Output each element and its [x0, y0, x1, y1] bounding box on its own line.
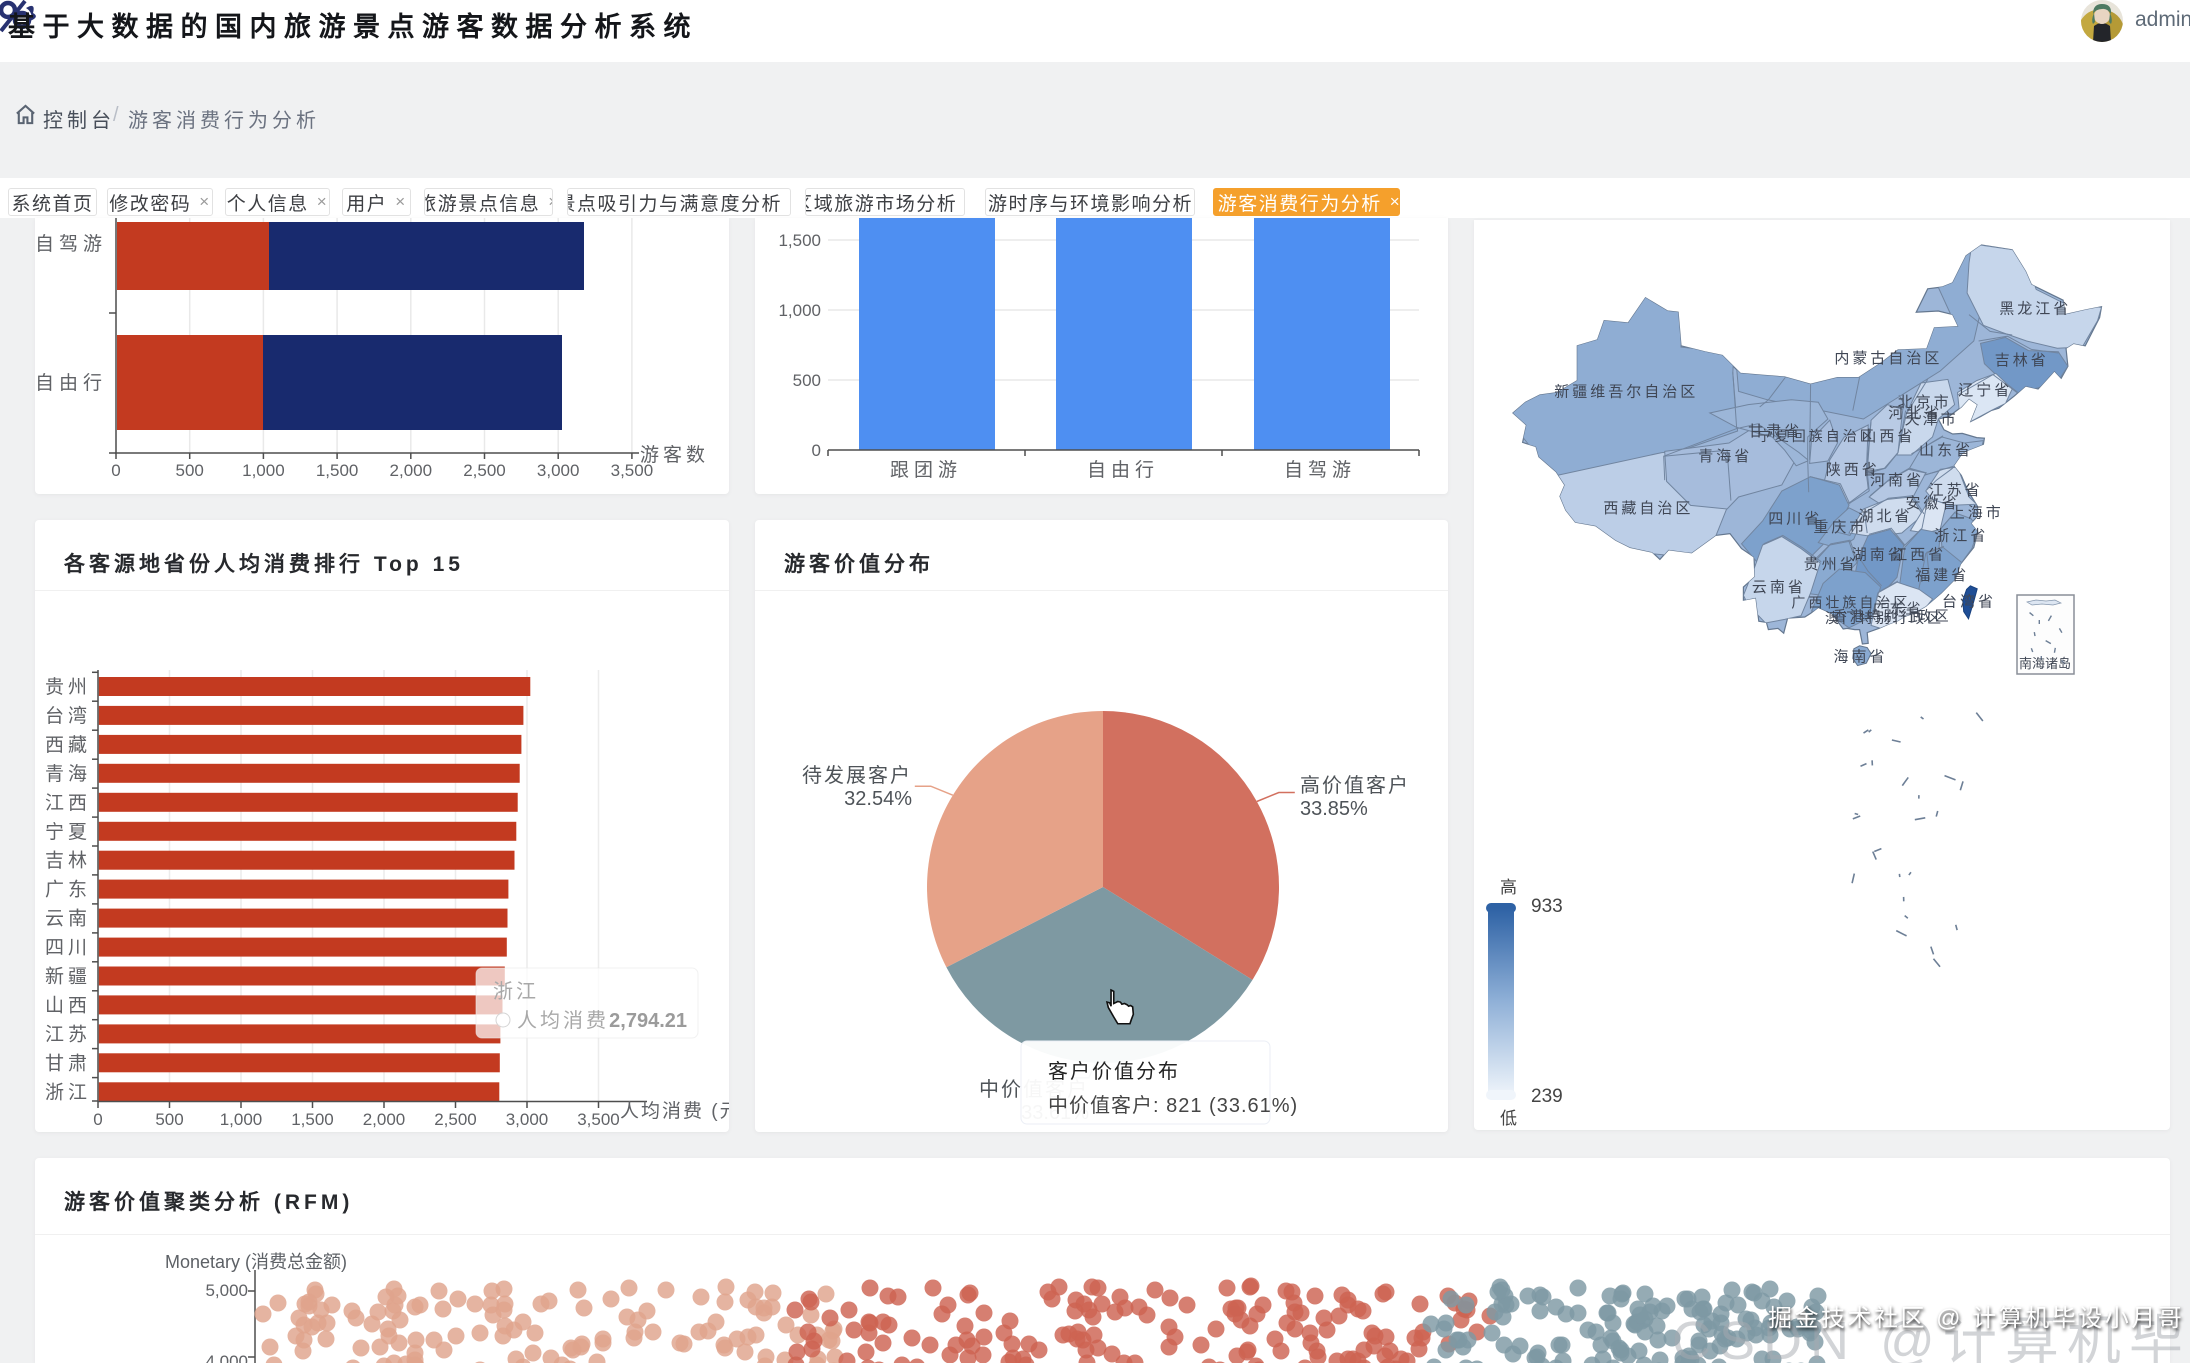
svg-text:高: 高	[1500, 878, 1517, 897]
svg-text:500: 500	[155, 1110, 183, 1129]
svg-text:澳门特别行政区: 澳门特别行政区	[1825, 610, 1944, 626]
svg-text:甘肃: 甘肃	[45, 1052, 91, 1074]
svg-text:宁夏回族自治区: 宁夏回族自治区	[1758, 428, 1877, 444]
svg-text:自驾游: 自驾游	[35, 233, 107, 255]
svg-text:2,500: 2,500	[434, 1110, 477, 1129]
svg-text:中价值客户: 821 (33.61%): 中价值客户: 821 (33.61%)	[1048, 1094, 1298, 1117]
svg-text:0: 0	[93, 1110, 102, 1129]
svg-text:新疆维吾尔自治区: 新疆维吾尔自治区	[1554, 383, 1698, 400]
svg-text:2,500: 2,500	[463, 461, 506, 480]
svg-text:宁夏: 宁夏	[45, 821, 91, 843]
svg-text:山东省: 山东省	[1919, 442, 1973, 459]
svg-text:山西省: 山西省	[1861, 428, 1915, 445]
svg-text:黑龙江省: 黑龙江省	[1999, 301, 2071, 318]
svg-text:四川省: 四川省	[1768, 511, 1822, 528]
svg-text:客户价值分布: 客户价值分布	[1048, 1060, 1180, 1083]
svg-text:浙江省: 浙江省	[1934, 527, 1988, 544]
svg-text:2,794.21: 2,794.21	[609, 1010, 687, 1032]
svg-text:1,500: 1,500	[291, 1110, 334, 1129]
svg-text:湖北省: 湖北省	[1858, 508, 1912, 525]
svg-text:江苏省: 江苏省	[1929, 482, 1983, 499]
svg-text:2,000: 2,000	[390, 461, 433, 480]
svg-text:吉林省: 吉林省	[1995, 352, 2049, 369]
svg-text:四川: 四川	[45, 938, 91, 959]
svg-text:1,500: 1,500	[316, 461, 359, 480]
svg-text:青海: 青海	[45, 763, 91, 785]
svg-text:西藏: 西藏	[45, 734, 91, 756]
svg-text:待发展客户: 待发展客户	[802, 764, 912, 787]
svg-text:高价值客户: 高价值客户	[1300, 774, 1410, 797]
svg-text:自由行: 自由行	[35, 372, 107, 394]
svg-text:3,000: 3,000	[537, 461, 580, 480]
svg-text:云南: 云南	[45, 908, 91, 930]
svg-text:山西: 山西	[45, 994, 91, 1016]
svg-text:33.85%: 33.85%	[1300, 798, 1368, 820]
svg-text:海南省: 海南省	[1833, 649, 1887, 666]
svg-text:1,000: 1,000	[778, 301, 821, 320]
svg-text:500: 500	[176, 461, 204, 480]
svg-text:广东省: 广东省	[1873, 601, 1924, 617]
svg-text:0: 0	[812, 441, 821, 460]
svg-text:跟团游: 跟团游	[890, 459, 962, 481]
svg-text:广西壮族自治区: 广西壮族自治区	[1791, 595, 1910, 611]
svg-text:河南省: 河南省	[1870, 472, 1924, 489]
svg-text:上海市: 上海市	[1950, 505, 2004, 522]
svg-text:1,000: 1,000	[242, 461, 285, 480]
svg-text:0: 0	[111, 461, 120, 480]
svg-text:台湾省: 台湾省	[1942, 593, 1996, 610]
svg-text:台湾: 台湾	[45, 705, 91, 727]
svg-text:天津市: 天津市	[1905, 411, 1959, 428]
svg-text:西藏自治区: 西藏自治区	[1603, 500, 1693, 517]
svg-text:自由行: 自由行	[1087, 459, 1159, 481]
svg-text:贵州省: 贵州省	[1804, 556, 1858, 573]
svg-text:2,000: 2,000	[363, 1110, 406, 1129]
svg-text:人均消费 (元): 人均消费 (元)	[620, 1100, 729, 1122]
svg-text:500: 500	[793, 371, 821, 390]
svg-text:贵州: 贵州	[45, 676, 91, 698]
svg-text:内蒙古自治区: 内蒙古自治区	[1834, 350, 1942, 367]
svg-text:广东: 广东	[45, 879, 91, 901]
svg-text:安徽省: 安徽省	[1905, 495, 1959, 512]
svg-text:江苏: 江苏	[45, 1023, 91, 1045]
svg-text:湖南省: 湖南省	[1852, 547, 1906, 564]
svg-text:甘肃省: 甘肃省	[1748, 423, 1802, 440]
svg-text:自驾游: 自驾游	[1284, 459, 1356, 481]
svg-text:江西省: 江西省	[1892, 547, 1946, 564]
svg-text:32.54%: 32.54%	[844, 788, 912, 810]
svg-text:云南省: 云南省	[1752, 579, 1806, 596]
svg-text:1,500: 1,500	[778, 231, 821, 250]
svg-text:人均消费: 人均消费	[517, 1009, 609, 1032]
svg-text:吉林: 吉林	[45, 850, 91, 872]
svg-text:香港特别行政区: 香港特别行政区	[1833, 608, 1952, 624]
svg-text:青海省: 青海省	[1698, 448, 1752, 465]
svg-text:陕西省: 陕西省	[1826, 461, 1880, 478]
svg-text:游客数: 游客数	[640, 444, 709, 466]
svg-text:新疆: 新疆	[45, 966, 91, 988]
svg-text:辽宁省: 辽宁省	[1958, 382, 2012, 399]
svg-text:239: 239	[1531, 1086, 1563, 1107]
svg-text:江西: 江西	[45, 792, 91, 814]
svg-text:3,000: 3,000	[506, 1110, 549, 1129]
svg-text:福建省: 福建省	[1915, 567, 1969, 584]
svg-text:1,000: 1,000	[220, 1110, 263, 1129]
svg-text:3,500: 3,500	[611, 461, 654, 480]
svg-text:重庆市: 重庆市	[1813, 519, 1867, 536]
svg-text:南海诸岛: 南海诸岛	[2019, 656, 2071, 671]
svg-text:933: 933	[1531, 896, 1563, 917]
svg-text:北京市: 北京市	[1898, 394, 1952, 411]
svg-text:浙江: 浙江	[45, 1081, 91, 1103]
svg-text:河北省: 河北省	[1888, 405, 1942, 422]
svg-text:3,500: 3,500	[577, 1110, 620, 1129]
svg-text:浙江: 浙江	[493, 980, 539, 1003]
svg-text:低: 低	[1500, 1109, 1517, 1128]
